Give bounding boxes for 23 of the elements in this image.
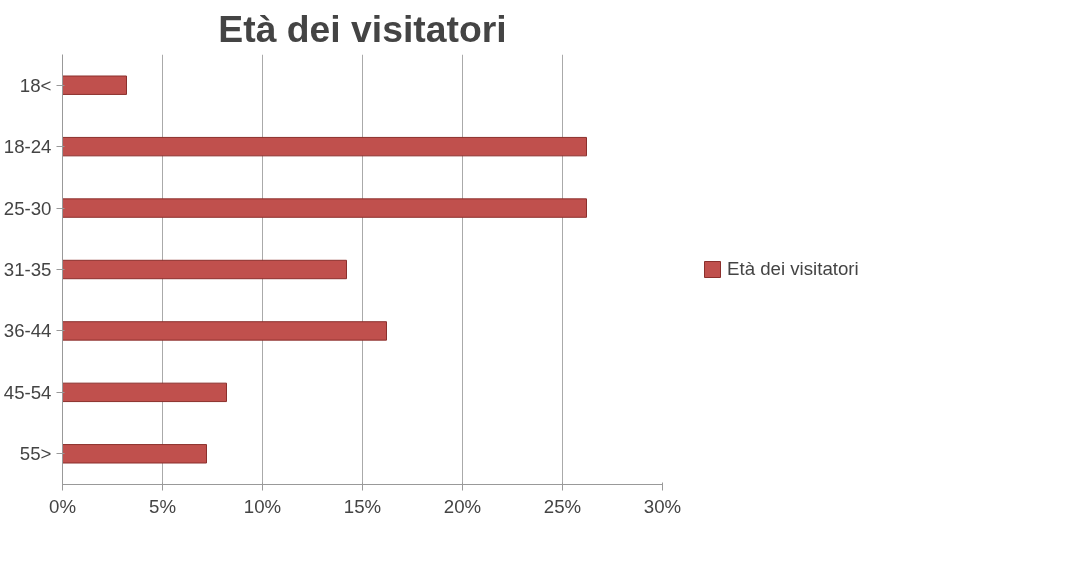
bar	[62, 75, 127, 95]
x-tick-label: 0%	[49, 495, 76, 517]
legend-label: Età dei visitatori	[727, 258, 859, 280]
y-tick-label: 31-35	[3, 259, 52, 280]
y-tick-label: 55>	[19, 443, 52, 465]
x-tick-label: 10%	[243, 495, 282, 517]
x-tick-label: 15%	[343, 495, 382, 517]
x-tick-label: 20%	[443, 495, 482, 517]
y-tick-label: 36-44	[3, 320, 52, 342]
bar	[62, 136, 587, 157]
bar	[62, 321, 387, 341]
bar	[62, 198, 587, 218]
bar	[62, 259, 347, 280]
y-tick-label: 18<	[19, 74, 52, 96]
y-tick-label: 18-24	[3, 136, 52, 158]
chart-title: Età dei visitatori	[218, 7, 507, 50]
x-tick-label: 25%	[543, 495, 582, 517]
y-tick-label: 25-30	[3, 197, 52, 219]
bar	[62, 382, 227, 403]
x-tick-label: 30%	[643, 495, 682, 517]
x-tick-label: 5%	[149, 495, 176, 517]
y-tick-label: 45-54	[3, 381, 52, 403]
bar	[62, 444, 207, 464]
